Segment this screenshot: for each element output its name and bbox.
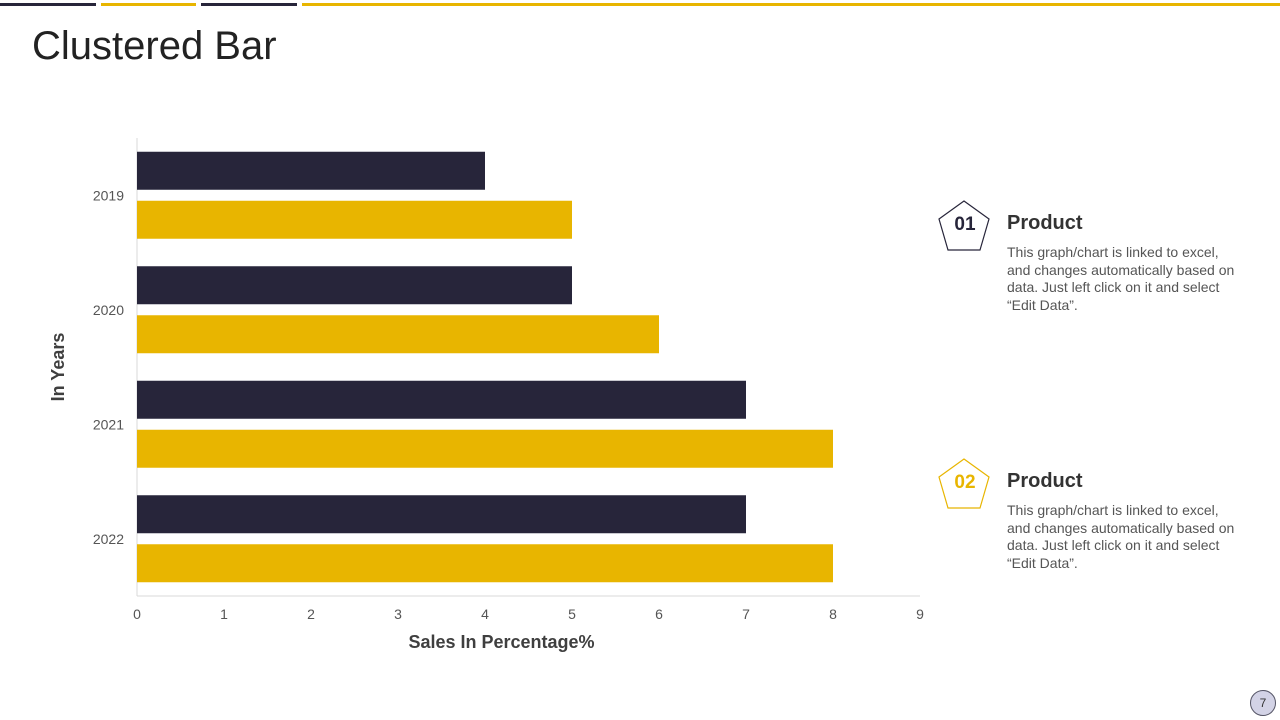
- top-accent-bar-2: [101, 3, 196, 6]
- x-tick-label: 3: [394, 606, 402, 622]
- x-tick-label: 6: [655, 606, 663, 622]
- legend-title: Product: [1007, 470, 1083, 492]
- x-tick-label: 7: [742, 606, 750, 622]
- y-tick-label: 2021: [93, 416, 124, 432]
- legend-number: 02: [954, 472, 976, 493]
- bar-2021-series-2: [137, 429, 833, 468]
- legend-title: Product: [1007, 212, 1083, 234]
- legend-item-02: 02 Product This graph/chart is linked to…: [938, 458, 1258, 588]
- x-axis-title: Sales In Percentage%: [408, 632, 594, 652]
- legend-item-01: 01 Product This graph/chart is linked to…: [938, 200, 1258, 330]
- legend-description: This graph/chart is linked to excel, and…: [1007, 244, 1235, 313]
- y-tick-label: 2019: [93, 187, 124, 203]
- bar-2021-series-1: [137, 380, 746, 419]
- page-title: Clustered Bar: [32, 24, 277, 68]
- y-axis-title: In Years: [48, 333, 68, 402]
- pentagon-icon: [938, 200, 990, 251]
- pentagon-icon: [938, 458, 990, 509]
- bar-2022-series-2: [137, 544, 833, 583]
- bar-2022-series-1: [137, 495, 746, 534]
- legend-number: 01: [954, 214, 976, 235]
- x-tick-label: 4: [481, 606, 489, 622]
- x-tick-label: 9: [916, 606, 924, 622]
- bar-2020-series-2: [137, 315, 659, 354]
- top-accent-bar-4: [302, 3, 1280, 6]
- bar-2019-series-1: [137, 151, 485, 190]
- legend-description: This graph/chart is linked to excel, and…: [1007, 502, 1235, 571]
- top-accent-bar-1: [0, 3, 96, 6]
- top-accent-bar-3: [201, 3, 297, 6]
- bar-2019-series-2: [137, 200, 572, 239]
- y-tick-label: 2020: [93, 302, 124, 318]
- x-tick-label: 8: [829, 606, 837, 622]
- x-tick-label: 1: [220, 606, 228, 622]
- x-tick-label: 2: [307, 606, 315, 622]
- x-tick-label: 5: [568, 606, 576, 622]
- y-tick-label: 2022: [93, 531, 124, 547]
- bar-2020-series-1: [137, 266, 572, 305]
- page-number: 7: [1250, 690, 1276, 716]
- x-tick-label: 0: [133, 606, 141, 622]
